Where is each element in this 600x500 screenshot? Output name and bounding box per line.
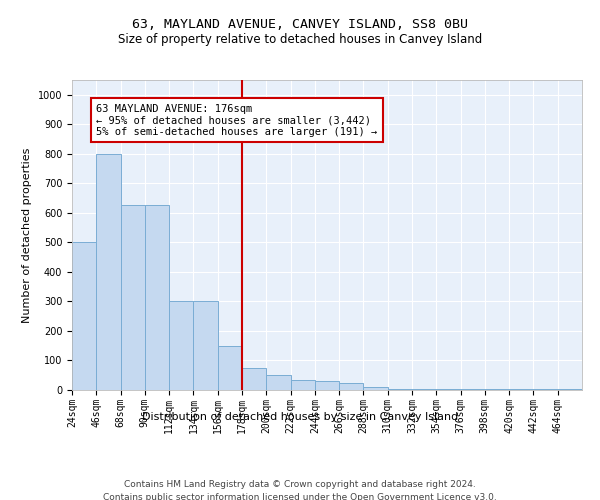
Y-axis label: Number of detached properties: Number of detached properties [22, 148, 32, 322]
Bar [412, 388, 436, 390]
Bar [558, 388, 582, 390]
Bar [388, 388, 412, 390]
Bar [315, 381, 339, 390]
Text: Distribution of detached houses by size in Canvey Island: Distribution of detached houses by size … [142, 412, 458, 422]
Text: 63 MAYLAND AVENUE: 176sqm
← 95% of detached houses are smaller (3,442)
5% of sem: 63 MAYLAND AVENUE: 176sqm ← 95% of detac… [96, 104, 377, 137]
Bar [364, 387, 388, 390]
Text: Contains HM Land Registry data © Crown copyright and database right 2024.
Contai: Contains HM Land Registry data © Crown c… [103, 480, 497, 500]
Bar [339, 382, 364, 390]
Text: Size of property relative to detached houses in Canvey Island: Size of property relative to detached ho… [118, 32, 482, 46]
Bar [485, 388, 509, 390]
Bar [266, 375, 290, 390]
Bar [145, 206, 169, 390]
Bar [290, 380, 315, 390]
Bar [242, 368, 266, 390]
Bar [169, 302, 193, 390]
Bar [218, 346, 242, 390]
Bar [96, 154, 121, 390]
Text: 63, MAYLAND AVENUE, CANVEY ISLAND, SS8 0BU: 63, MAYLAND AVENUE, CANVEY ISLAND, SS8 0… [132, 18, 468, 30]
Bar [193, 302, 218, 390]
Bar [72, 242, 96, 390]
Bar [121, 206, 145, 390]
Bar [436, 388, 461, 390]
Bar [509, 388, 533, 390]
Bar [533, 388, 558, 390]
Bar [461, 388, 485, 390]
